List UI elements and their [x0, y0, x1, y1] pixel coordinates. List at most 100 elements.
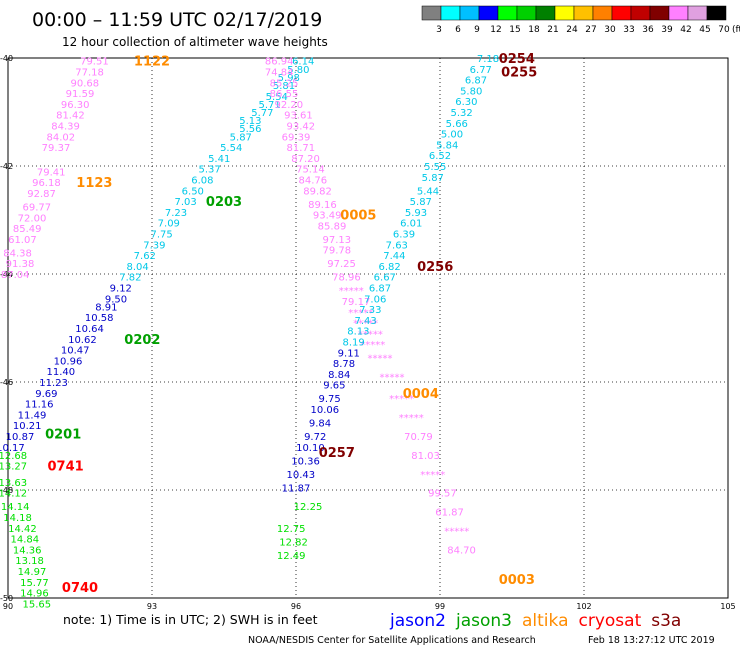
colorbar-label: 39 [661, 25, 673, 35]
wave-height-value: 13.27 [0, 462, 27, 473]
wave-height-value: 5.55 [424, 162, 446, 173]
wave-height-value: 14.14 [1, 502, 30, 513]
lat-tick-label: -50 [0, 594, 13, 603]
wave-height-value: 91.59 [66, 89, 95, 100]
track-altika-pass-0005: 86.9474.8485.2586.5592.2093.6193.4269.39… [265, 57, 393, 365]
colorbar-label: 45 [699, 25, 710, 35]
wave-height-value: 14.42 [8, 524, 37, 535]
wave-height-value: 84.70 [447, 545, 476, 556]
footer-note: note: 1) Time is in UTC; 2) SWH is in fe… [63, 612, 318, 627]
wave-height-value: ***** [360, 340, 385, 351]
track-jason3-pass-0203: 6.145.805.985.815.545.715.775.135.565.87… [119, 57, 314, 284]
wave-height-value: 10.10 [296, 443, 325, 454]
wave-height-value: 84.38 [3, 248, 32, 259]
wave-height-value: 75.14 [296, 165, 325, 176]
wave-height-value: 5.77 [251, 108, 273, 119]
altimeter-tracks: 79.5177.1890.6891.5996.3081.4284.3984.02… [0, 54, 499, 610]
wave-height-value: 5.98 [278, 73, 300, 84]
colorbar-label: 24 [566, 25, 578, 35]
lon-tick-label: 90 [3, 602, 13, 611]
lat-tick-label: -46 [0, 378, 13, 387]
pass-time-label: 1122 [134, 55, 170, 70]
wave-height-value: 7.33 [359, 305, 381, 316]
wave-height-value: 9.50 [105, 294, 127, 305]
colorbar-label: 36 [642, 25, 654, 35]
wave-height-value: 97.25 [327, 259, 356, 270]
wave-height-value: ***** [420, 470, 445, 481]
wave-height-value: 69.39 [282, 132, 311, 143]
wave-height-value: 92.20 [274, 100, 303, 111]
wave-height-value: 99.57 [428, 489, 457, 500]
wave-height-value: 7.23 [165, 208, 187, 219]
wave-height-value: 5.37 [198, 165, 220, 176]
colorbar-label: 33 [623, 25, 634, 35]
colorbar-swatch [592, 5, 613, 21]
colorbar-label: 27 [585, 25, 596, 35]
wave-height-value: 85.49 [13, 224, 42, 235]
colorbar-swatch [421, 5, 442, 21]
wave-height-value: 79.51 [80, 57, 109, 68]
wave-height-value: 6.14 [292, 57, 314, 68]
lat-tick-label: -40 [0, 54, 13, 63]
wave-height-value: ***** [444, 527, 469, 538]
wave-height-value: 81.03 [411, 451, 440, 462]
colorbar-swatch [573, 5, 594, 21]
track-jason2-pass-0202: 9.129.508.9110.5810.6410.6210.4710.9611.… [0, 284, 132, 454]
wave-height-value: 8.13 [347, 327, 369, 338]
wave-height-value: 13.18 [15, 556, 44, 567]
wave-height-value: 84.39 [51, 122, 80, 133]
pass-time-label: 0740 [62, 581, 98, 596]
lat-lon-grid [8, 57, 728, 599]
legend-s3a: s3a [651, 611, 681, 631]
colorbar-label: 70 [718, 25, 730, 35]
wave-height-value: 5.81 [273, 81, 295, 92]
wave-height-value: 5.87 [422, 173, 444, 184]
wave-height-value: 11.23 [39, 378, 68, 389]
wave-height-value: 8.19 [342, 338, 364, 349]
wave-height-value: 5.41 [208, 154, 230, 165]
wave-height-value: 14.97 [18, 567, 47, 578]
wave-height-value: 87.04 [1, 270, 30, 281]
wave-height-value: 5.80 [287, 65, 309, 76]
pass-time-label: 0203 [206, 195, 242, 210]
colorbar-swatch [611, 5, 632, 21]
wave-height-value: 6.50 [182, 186, 204, 197]
track-jason3-pass-0256: 7.186.776.875.806.305.325.665.005.846.52… [342, 54, 499, 349]
wave-height-value: 11.87 [282, 483, 311, 494]
lon-tick-label: 96 [291, 602, 301, 611]
wave-height-value: 11.16 [25, 400, 54, 411]
wave-height-value: 85.25 [270, 78, 299, 89]
wave-height-value: 6.67 [374, 273, 396, 284]
colorbar-swatch [687, 5, 708, 21]
wave-height-value: 5.56 [239, 124, 261, 135]
wave-height-value: 12.68 [0, 451, 27, 462]
wave-height-value: 5.80 [460, 86, 482, 97]
colorbar-label: 3 [436, 25, 442, 35]
colorbar-swatch [535, 5, 556, 21]
legend-cryosat: cryosat [579, 611, 642, 631]
wave-height-value: 6.82 [378, 262, 400, 273]
wave-height-value: 7.18 [477, 54, 499, 65]
wave-height-value: 78.96 [332, 273, 361, 284]
lon-tick-label: 102 [576, 602, 591, 611]
track-jason3-pass-0257: 12.25 12.75 12.82 12.49 [277, 502, 322, 562]
colorbar-label: 12 [490, 25, 501, 35]
satellite-legend: jason2 jason3 altika cryosat s3a [389, 611, 681, 631]
wave-height-value: 10.17 [0, 443, 25, 454]
wave-height-value: ***** [348, 308, 373, 319]
pass-time-label: 0741 [48, 460, 84, 475]
lon-tick-label: 105 [720, 602, 735, 611]
wave-height-value: 6.01 [400, 219, 422, 230]
wave-height-value: 8.78 [333, 359, 355, 370]
wave-height-value: 5.87 [230, 132, 252, 143]
wave-height-value: 8.84 [328, 370, 350, 381]
wave-height-value: ***** [353, 319, 378, 330]
wave-height-value: 7.06 [364, 294, 386, 305]
pass-time-label: 0255 [501, 66, 537, 81]
pass-time-label: 0005 [340, 209, 376, 224]
colorbar-label: 42 [680, 25, 691, 35]
wave-height-value: 10.96 [54, 356, 83, 367]
lat-tick-label: -42 [0, 162, 13, 171]
wave-height-value: 97.13 [322, 235, 351, 246]
